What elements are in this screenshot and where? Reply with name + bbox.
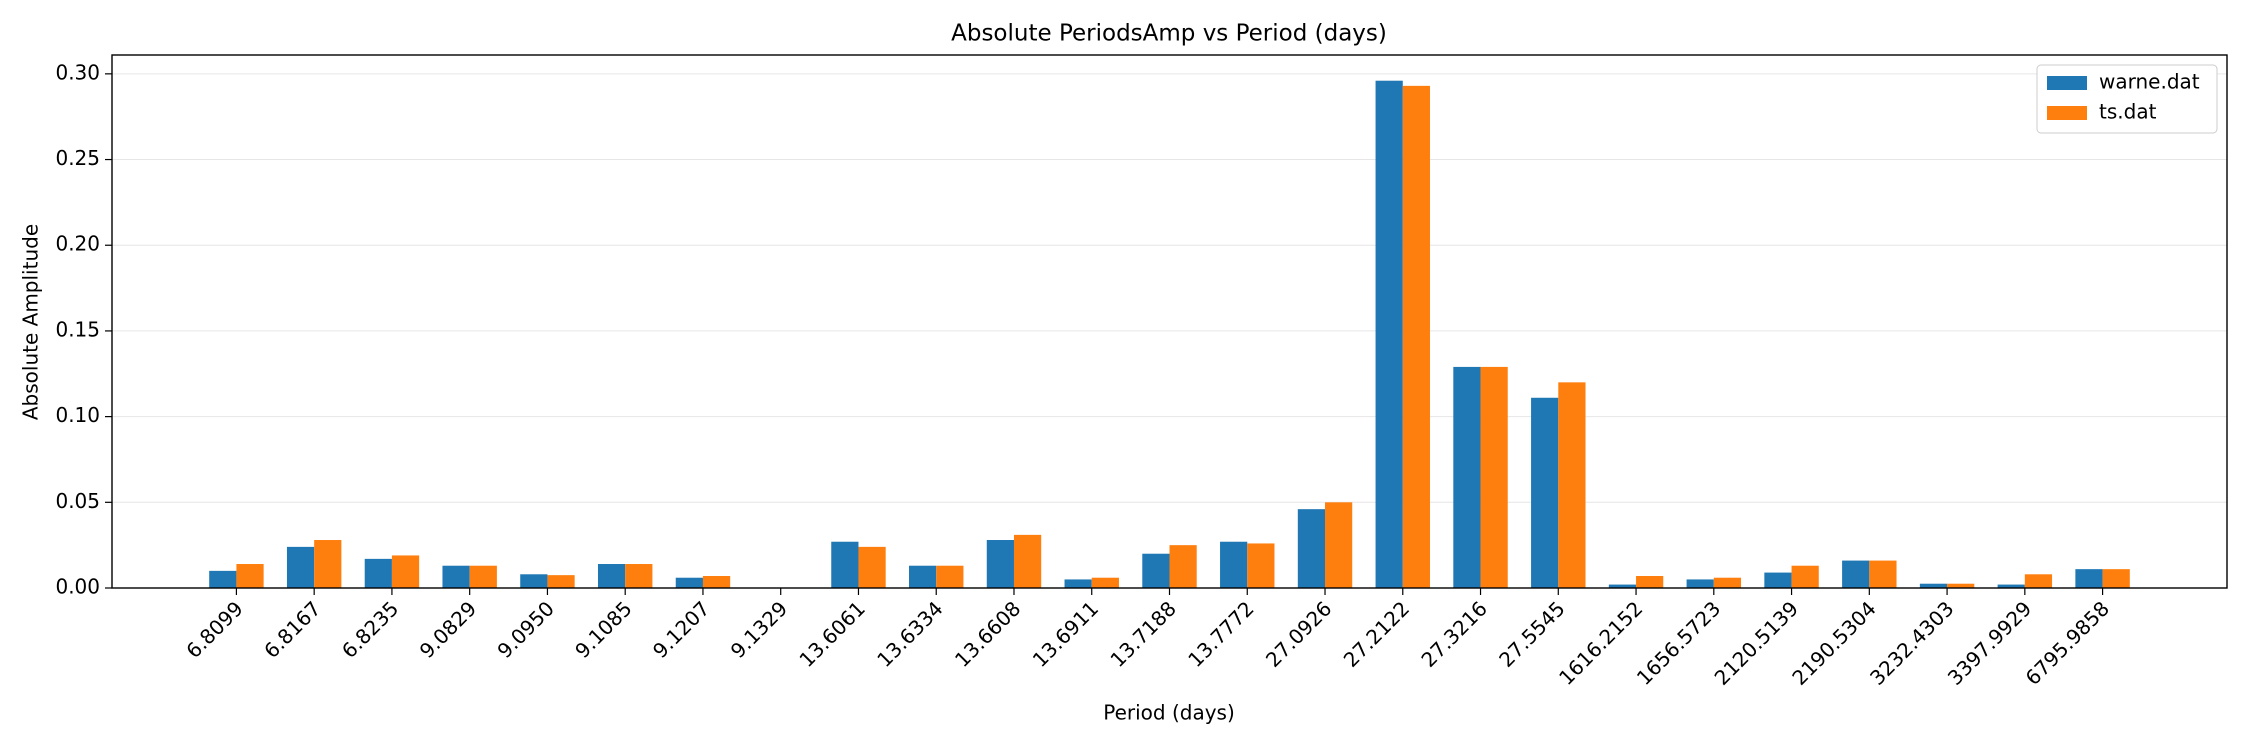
bar xyxy=(986,540,1014,588)
bar xyxy=(625,564,653,588)
bar xyxy=(547,575,575,588)
bar xyxy=(1169,545,1197,588)
bar xyxy=(1531,397,1559,588)
bar xyxy=(1091,577,1119,588)
bar xyxy=(1480,366,1508,588)
y-tick-label: 0.00 xyxy=(55,575,100,599)
bar xyxy=(1686,579,1714,588)
bar xyxy=(909,565,937,588)
y-tick-label: 0.25 xyxy=(55,146,100,170)
legend-label: ts.dat xyxy=(2099,100,2157,124)
bar xyxy=(936,565,964,588)
x-tick-label: 13.6911 xyxy=(1028,596,1103,671)
x-tick-label: 9.0950 xyxy=(492,596,558,662)
bar xyxy=(209,570,237,588)
bar xyxy=(1402,85,1430,588)
bar xyxy=(314,540,342,588)
bar xyxy=(442,565,470,588)
plot-frame xyxy=(111,54,2228,589)
x-tick-label: 6.8099 xyxy=(181,596,247,662)
y-tick-label: 0.10 xyxy=(55,403,100,427)
bar xyxy=(286,546,315,588)
x-tick-label: 13.6334 xyxy=(872,596,947,671)
bar xyxy=(1764,572,1792,588)
bar xyxy=(1142,553,1170,588)
bar xyxy=(858,546,886,588)
x-tick-label: 27.5545 xyxy=(1494,596,1569,671)
bar xyxy=(1608,584,1637,588)
legend-swatch xyxy=(2047,76,2087,90)
x-tick-label: 9.1207 xyxy=(648,596,714,662)
legend-label: warne.dat xyxy=(2099,70,2200,94)
x-tick-label: 6795.9858 xyxy=(2021,596,2114,689)
bar xyxy=(1842,560,1870,588)
bar xyxy=(675,577,703,588)
x-tick-label: 9.1329 xyxy=(726,596,792,662)
x-tick-label: 27.0926 xyxy=(1261,596,1336,671)
bar xyxy=(1713,577,1742,588)
bar xyxy=(1558,382,1586,588)
x-tick-label: 13.6061 xyxy=(794,596,869,671)
bar xyxy=(702,576,731,588)
bar xyxy=(1453,366,1481,588)
bar xyxy=(1636,576,1664,588)
bar xyxy=(1297,509,1326,588)
chart-title: Absolute PeriodsAmp vs Period (days) xyxy=(951,21,1387,47)
y-axis-label: Absolute Amplitude xyxy=(19,224,43,420)
x-tick-label: 9.1085 xyxy=(570,596,636,662)
bar xyxy=(1325,502,1353,588)
bar xyxy=(1947,583,1975,588)
bar xyxy=(1791,565,1819,588)
bar xyxy=(1919,583,1948,588)
bar xyxy=(2024,574,2053,588)
bar xyxy=(831,541,859,588)
y-tick-label: 0.15 xyxy=(55,317,100,341)
bar xyxy=(1013,534,1042,588)
bar xyxy=(2102,569,2130,588)
x-tick-label: 13.7772 xyxy=(1183,596,1258,671)
bar xyxy=(1220,541,1248,588)
y-tick-label: 0.20 xyxy=(55,232,100,256)
x-tick-label: 6.8167 xyxy=(259,596,325,662)
bar xyxy=(1997,584,2025,588)
bar xyxy=(469,565,497,588)
x-tick-label: 9.0829 xyxy=(415,596,481,662)
bar xyxy=(236,564,264,588)
bar xyxy=(597,564,626,588)
bar xyxy=(391,555,420,588)
bar xyxy=(2075,569,2103,588)
bar xyxy=(1064,579,1092,588)
x-tick-label: 27.2122 xyxy=(1339,596,1414,671)
x-tick-label: 13.7188 xyxy=(1105,596,1180,671)
y-tick-label: 0.05 xyxy=(55,489,100,513)
bar xyxy=(520,574,548,588)
x-axis-label: Period (days) xyxy=(1103,701,1235,725)
x-tick-label: 6.8235 xyxy=(337,596,403,662)
bar xyxy=(1869,560,1897,588)
legend: warne.dat ts.dat xyxy=(2036,64,2218,134)
x-tick-label: 13.6608 xyxy=(950,596,1025,671)
bar xyxy=(1375,80,1403,588)
y-tick-label: 0.30 xyxy=(55,60,100,84)
bar xyxy=(364,558,392,588)
legend-swatch xyxy=(2047,106,2087,120)
bar xyxy=(1247,543,1275,588)
x-tick-label: 27.3216 xyxy=(1416,596,1491,671)
